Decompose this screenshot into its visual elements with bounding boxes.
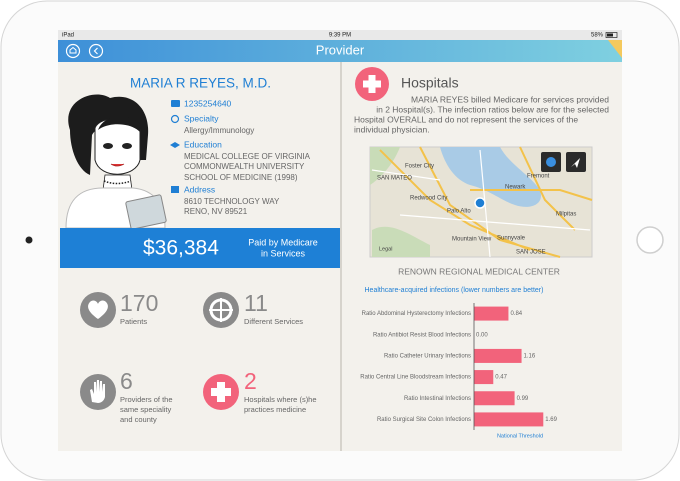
status-bar bbox=[58, 30, 622, 40]
stat-label: Providers of the bbox=[120, 395, 173, 404]
stat-value: 170 bbox=[120, 290, 158, 316]
payment-amount: $36,384 bbox=[143, 237, 219, 260]
education-icon bbox=[170, 142, 180, 148]
map-label: Fremont bbox=[527, 174, 550, 180]
bar bbox=[474, 412, 544, 427]
stat-label: Different Services bbox=[244, 317, 303, 326]
category-label: Ratio Intestinal Infections bbox=[404, 396, 471, 402]
education-line: MEDICAL COLLEGE OF VIRGINIA bbox=[184, 152, 311, 161]
chart-title: Healthcare-acquired infections (lower nu… bbox=[365, 287, 544, 294]
education-line: SCHOOL OF MEDICINE (1998) bbox=[184, 173, 298, 182]
specialty-label: Specialty bbox=[184, 113, 219, 123]
address-label: Address bbox=[184, 184, 215, 194]
hand-glyph bbox=[90, 380, 105, 403]
map-label: Redwood City bbox=[410, 196, 447, 202]
category-label: Ratio Antibiot Resist Blood Infections bbox=[373, 332, 471, 338]
nav-title: Provider bbox=[316, 42, 365, 57]
hospital-name: RENOWN REGIONAL MEDICAL CENTER bbox=[398, 266, 560, 276]
value-label: 0.99 bbox=[517, 396, 529, 402]
id-icon bbox=[171, 100, 180, 107]
hospitals-description: MARIA REYES billed Medicare for services… bbox=[411, 94, 609, 104]
bar bbox=[474, 306, 509, 321]
map-label: Mountain View bbox=[452, 237, 492, 243]
map-label: Newark bbox=[505, 185, 526, 191]
stat-label: Patients bbox=[120, 317, 147, 326]
value-label: 0.00 bbox=[476, 332, 488, 338]
camera bbox=[25, 236, 33, 244]
address-line: RENO, NV 89521 bbox=[184, 207, 248, 216]
address-icon bbox=[171, 186, 179, 193]
map-label: SAN JOSE bbox=[516, 250, 546, 256]
map-label: Foster City bbox=[405, 164, 434, 170]
category-label: Ratio Abdominal Hysterectomy Infections bbox=[362, 311, 471, 317]
nav-bar bbox=[58, 40, 622, 62]
education-label: Education bbox=[184, 139, 222, 149]
stat-value: 6 bbox=[120, 368, 133, 394]
map-label: Sunnyvale bbox=[497, 236, 526, 242]
target-cross bbox=[209, 298, 233, 322]
value-label: 0.84 bbox=[510, 311, 522, 317]
avatar bbox=[65, 94, 167, 230]
status-battery: 58% bbox=[591, 33, 604, 39]
value-label: 1.16 bbox=[524, 353, 536, 359]
chart-annotation: National Threshold bbox=[497, 433, 543, 439]
map-label: SAN MATEO bbox=[377, 176, 412, 182]
bar bbox=[474, 348, 522, 363]
hospitals-description: in 2 Hospital(s). The infection ratios b… bbox=[376, 104, 609, 114]
map-labels: SAN MATEO Foster City Redwood City Palo Alt… bbox=[377, 164, 576, 256]
back-glyph bbox=[93, 47, 98, 55]
payment-label: in Services bbox=[261, 248, 306, 258]
value-label: 0.47 bbox=[495, 375, 507, 381]
home-glyph bbox=[69, 46, 77, 54]
category-label: Ratio Central Line Bloodstream Infection… bbox=[360, 375, 471, 381]
map-legal[interactable]: Legal bbox=[379, 246, 392, 252]
battery-icon bbox=[605, 32, 618, 38]
stat-label: practices medicine bbox=[244, 405, 306, 414]
provider-name: MARIA R REYES, M.D. bbox=[130, 76, 271, 91]
status-device: iPad bbox=[62, 33, 74, 39]
status-time: 9:39 PM bbox=[329, 33, 351, 39]
payment-label: Paid by Medicare bbox=[248, 237, 318, 247]
category-label: Ratio Catheter Urinary Infections bbox=[384, 353, 471, 359]
map bbox=[369, 146, 593, 258]
cross-glyph bbox=[363, 75, 381, 93]
education-line: COMMONWEALTH UNIVERSITY bbox=[184, 162, 305, 171]
bar bbox=[474, 391, 515, 406]
specialty-icon bbox=[170, 114, 180, 124]
specialty: Allergy/Immunology bbox=[184, 126, 254, 135]
hospitals-title: Hospitals bbox=[401, 75, 459, 91]
stat-label: same speciality bbox=[120, 405, 172, 414]
nav-corner bbox=[608, 40, 622, 58]
infection-chart: Healthcare-acquired infections (lower nu… bbox=[360, 287, 557, 440]
stat-value: 11 bbox=[244, 290, 268, 316]
payment-band bbox=[60, 228, 340, 268]
home-icon[interactable] bbox=[65, 43, 81, 59]
provider-npi: 1235254640 bbox=[184, 98, 232, 108]
category-label: Ratio Surgical Site Colon Infections bbox=[377, 417, 471, 423]
stat-label: and county bbox=[120, 415, 157, 424]
map-label: Palo Alto bbox=[447, 209, 471, 215]
hospitals-description: individual physician. bbox=[354, 124, 430, 134]
heart-glyph bbox=[88, 300, 108, 319]
stat-value: 2 bbox=[244, 368, 257, 394]
cross-glyph bbox=[211, 382, 231, 402]
stat-label: Hospitals where (s)he bbox=[244, 395, 317, 404]
battery-level bbox=[607, 33, 613, 37]
hospitals-description: Hospital OVERALL and do not represent th… bbox=[354, 114, 578, 124]
value-label: 1.69 bbox=[545, 417, 557, 423]
address-line: 8610 TECHNOLOGY WAY bbox=[184, 197, 280, 206]
home-button[interactable] bbox=[636, 226, 664, 254]
back-button[interactable] bbox=[88, 43, 104, 59]
map-label: Milpitas bbox=[556, 212, 576, 218]
bar bbox=[474, 370, 494, 385]
